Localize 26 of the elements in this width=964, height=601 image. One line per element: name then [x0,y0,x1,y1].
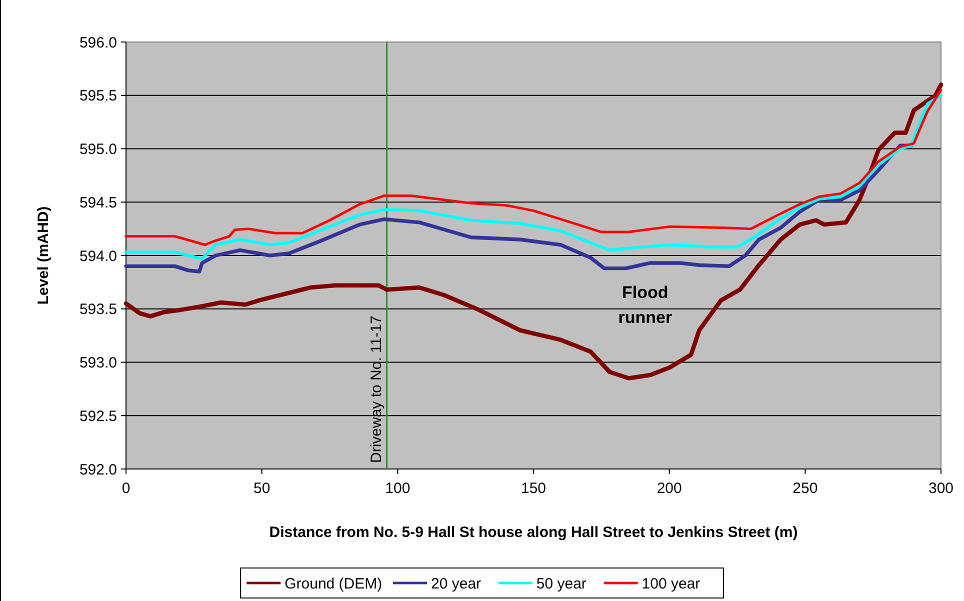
x-tick-label: 50 [253,480,270,497]
y-tick-label: 593.5 [79,301,117,318]
line-series [124,144,913,274]
x-tick-label: 300 [928,480,954,497]
legend-label: Ground (DEM) [284,575,382,592]
x-tick-label: 0 [122,480,130,497]
legend-label: 100 year [642,575,700,592]
legend-label: 50 year [536,575,586,592]
y-tick-label: 592.5 [79,408,117,425]
y-tick-label: 593.0 [79,354,117,372]
y-tick-label: 594.5 [79,194,117,212]
x-tick-label: 200 [656,480,682,497]
y-tick-label: 596.0 [79,34,117,52]
y-tick-label: 592.0 [79,461,117,478]
line-series [124,82,944,380]
x-tick-label: 250 [792,480,818,497]
y-tick-label: 595.0 [79,141,117,158]
y-axis-title: Level (mAHD) [35,206,52,305]
y-tick-label: 594.0 [79,248,117,265]
x-axis-title: Distance from No. 5-9 Hall St house along Hall Street to Jenkins Street (m) [269,524,798,541]
y-tick-label: 595.5 [79,88,117,105]
x-tick-label: 150 [520,480,546,497]
annotation: Flood runner [618,283,672,328]
legend-label: 20 year [431,575,482,592]
ref-line-label: Driveway to No. 11-17 [368,316,385,463]
x-tick-label: 100 [385,480,410,497]
